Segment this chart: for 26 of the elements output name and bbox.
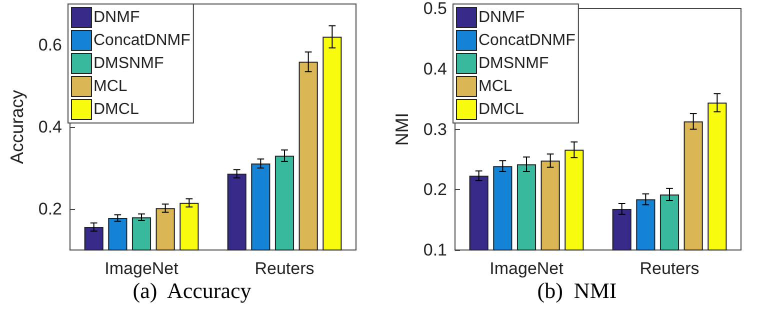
x-tick-label: ImageNet	[490, 259, 564, 278]
text: (a) Accuracy	[132, 278, 252, 304]
y-tick-label: 0.5	[423, 0, 447, 18]
y-tick-label: 0.2	[423, 180, 447, 200]
legend-label: DMSNMF	[478, 55, 549, 72]
legend-label: DNMF	[478, 9, 525, 26]
y-axis-title: NMI	[392, 112, 412, 146]
legend-label: ConcatDNMF	[94, 32, 191, 49]
y-tick-label: 0.2	[38, 200, 62, 218]
legend-label: MCL	[478, 78, 512, 95]
y-axis-title: Accuracy	[7, 90, 27, 164]
y-tick-label: 0.4	[38, 118, 62, 136]
x-tick-label: Reuters	[254, 259, 314, 278]
x-tick-label: Reuters	[640, 259, 700, 278]
y-tick-label: 0.6	[38, 36, 62, 54]
y-tick-label: 0.1	[423, 240, 447, 260]
x-tick-label: ImageNet	[104, 259, 179, 278]
legend-label: ConcatDNMF	[478, 32, 576, 49]
text: (b) NMI	[536, 278, 618, 304]
legend-label: DMCL	[478, 101, 524, 118]
y-tick-label: 0.3	[423, 120, 447, 139]
y-tick-label: 0.4	[423, 59, 447, 78]
legend-label: MCL	[94, 78, 128, 95]
legend-label: DNMF	[94, 9, 140, 26]
legend-label: DMCL	[94, 101, 139, 118]
legend-label: DMSNMF	[94, 55, 164, 72]
